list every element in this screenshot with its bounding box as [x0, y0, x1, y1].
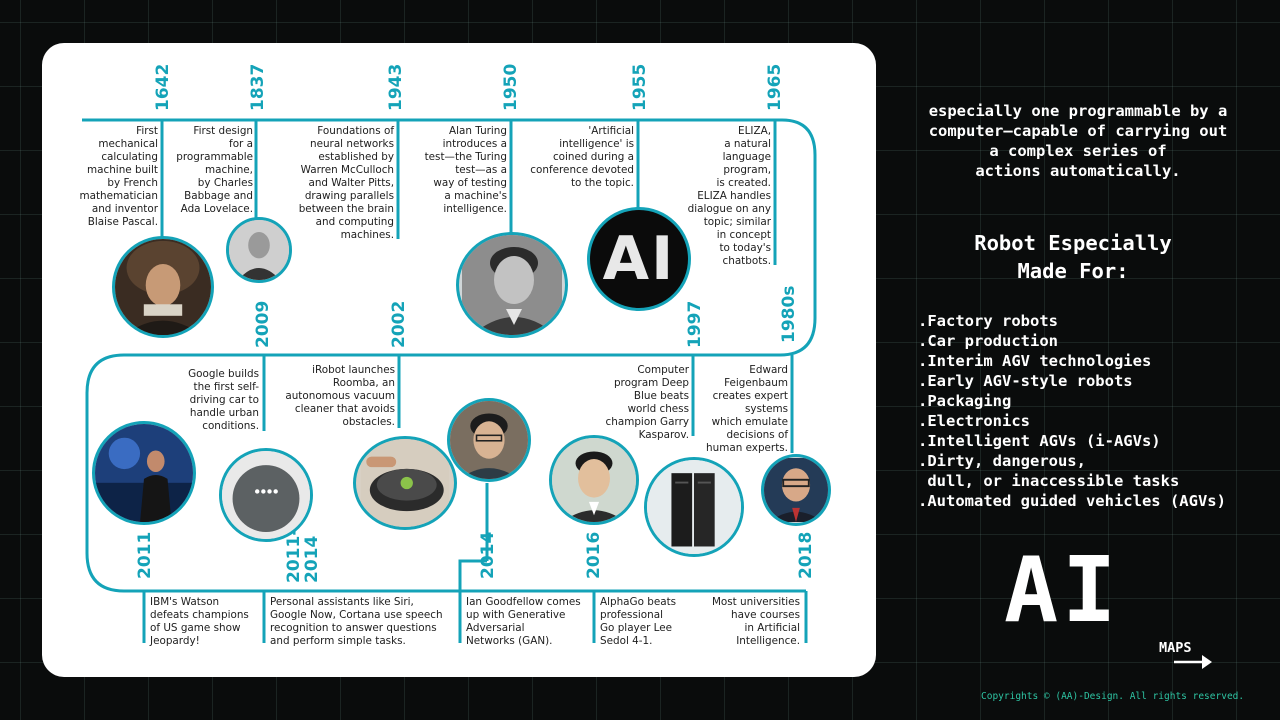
pascal-portrait — [112, 236, 214, 338]
event-1980s: Edward Feigenbaum creates expert systems… — [706, 364, 788, 454]
robot-uses-list: .Factory robots .Car production .Interim… — [918, 311, 1270, 511]
list-item: .Dirty, dangerous, — [918, 452, 1086, 470]
ai-graphic: AI — [587, 207, 691, 311]
year-1943: 1943 — [386, 63, 406, 111]
arrow-right-icon[interactable] — [1174, 653, 1214, 671]
year-2018: 2018 — [796, 531, 816, 579]
list-item: .Automated guided vehicles (AGVs) — [918, 492, 1226, 510]
babbage-portrait — [226, 217, 292, 283]
year-2014: 2014 — [478, 531, 498, 579]
event-1965: ELIZA, a natural language program, is cr… — [687, 125, 771, 267]
copyright-text: Copyrights © (AA)-Design. All rights res… — [981, 691, 1245, 702]
year-1642: 1642 — [153, 63, 173, 111]
year-1997: 1997 — [685, 300, 705, 348]
list-item: .Factory robots — [918, 312, 1058, 330]
year-1837: 1837 — [248, 63, 268, 111]
timeline-path — [82, 118, 817, 643]
year-2002: 2002 — [389, 300, 409, 348]
year-1950: 1950 — [501, 63, 521, 111]
robot-heading: Robot Especially Made For: — [974, 231, 1172, 283]
event-1642: First mechanical calculating machine bui… — [79, 125, 158, 228]
event-2011: IBM's Watson defeats champions of US gam… — [150, 596, 249, 647]
event-2018: Most universities have courses in Artifi… — [711, 596, 800, 647]
goodfellow-portrait — [447, 398, 531, 482]
year-2011-2014: 2011- 2014 — [284, 528, 322, 583]
year-1955: 1955 — [630, 63, 650, 111]
event-2009: Google builds the first self- driving ca… — [188, 368, 259, 432]
list-item: .Packaging — [918, 392, 1012, 410]
watson-photo — [92, 421, 196, 525]
list-item: .Intelligent AGVs (i-AGVs) — [918, 432, 1161, 450]
maps-label[interactable]: MAPS — [1159, 640, 1192, 656]
list-item: dull, or inaccessible tasks — [918, 472, 1180, 490]
timeline-card: 1642 1837 1943 1950 1955 1965 1980s 1997… — [42, 43, 876, 677]
list-item: .Interim AGV technologies — [918, 352, 1152, 370]
list-item: .Car production — [918, 332, 1058, 350]
deep-blue-photo — [644, 457, 744, 557]
event-1837: First design for a programmable machine,… — [176, 125, 253, 215]
event-1943: Foundations of neural networks establish… — [298, 125, 394, 241]
robot-definition: especially one programmable by a compute… — [928, 102, 1228, 180]
year-2009: 2009 — [253, 300, 273, 348]
feigenbaum-portrait — [761, 454, 831, 526]
year-2011: 2011 — [135, 531, 155, 579]
event-1950: Alan Turing introduces a test—the Turing… — [424, 125, 507, 215]
year-1965: 1965 — [765, 63, 785, 111]
roomba-photo — [353, 436, 457, 530]
lee-sedol-portrait — [549, 435, 639, 525]
event-2002: iRobot launches Roomba, an autonomous va… — [285, 364, 395, 428]
turing-portrait — [456, 232, 568, 338]
event-2011-2014: Personal assistants like Siri, Google No… — [270, 596, 443, 647]
event-1955: 'Artificial intelligence' is coined duri… — [530, 125, 634, 189]
event-2014: Ian Goodfellow comes up with Generative … — [466, 596, 581, 647]
year-2016: 2016 — [584, 531, 604, 579]
ai-big-title: AI — [1004, 538, 1121, 643]
event-1997: Computer program Deep Blue beats world c… — [605, 364, 689, 441]
smart-speaker-photo — [219, 448, 313, 542]
list-item: .Early AGV-style robots — [918, 372, 1133, 390]
event-2016: AlphaGo beats professional Go player Lee… — [600, 596, 677, 647]
year-1980s: 1980s — [779, 285, 799, 343]
list-item: .Electronics — [918, 412, 1030, 430]
